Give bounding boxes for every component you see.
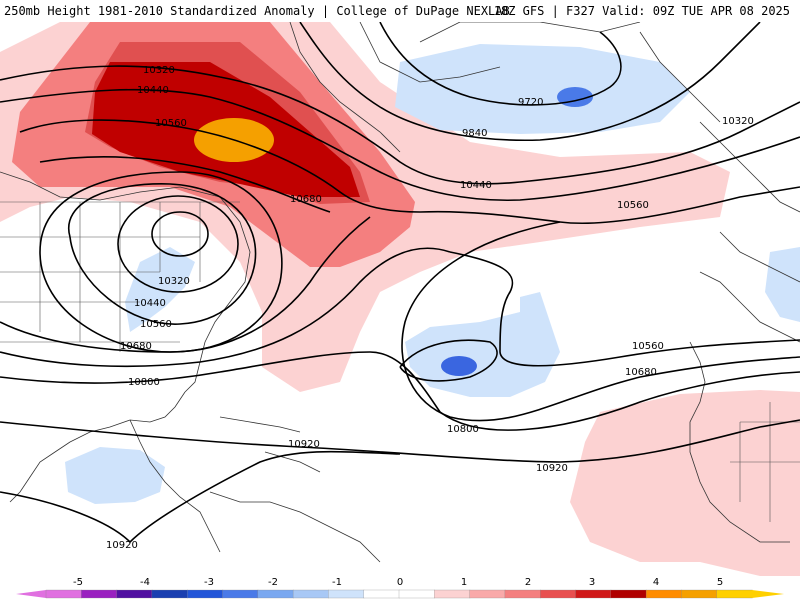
colorbar-tick-label: 3: [589, 577, 595, 588]
colorbar-tick-label: -3: [204, 577, 214, 588]
colorbar-swatch: [681, 589, 718, 599]
colorbar-swatch: [716, 589, 753, 599]
contour-label: 10680: [625, 367, 657, 378]
contour-label: 10800: [447, 424, 479, 435]
negative-anomaly-atlantic: [405, 292, 560, 397]
colorbar-swatch: [363, 589, 400, 599]
weather-map: 10320 10440 10560 10680 9720 9840 10440 …: [0, 22, 800, 576]
colorbar-right-arrow: [752, 590, 784, 598]
colorbar-tick-label: -5: [73, 577, 83, 588]
contour-label: 10680: [290, 194, 322, 205]
colorbar-tick-label: -4: [140, 577, 150, 588]
negative-anomaly-atlantic-core: [441, 356, 477, 376]
colorbar-swatches: [16, 589, 784, 599]
colorbar-swatch: [151, 589, 188, 599]
colorbar-ticks: -5 -4 -3 -2 -1 0 1 2 3 4 5: [73, 577, 723, 588]
colorbar-left-arrow: [16, 590, 46, 598]
colorbar-swatch: [187, 589, 224, 599]
contour-label: 10440: [460, 180, 492, 191]
height-contours: [0, 22, 800, 544]
contour-label: 9720: [518, 97, 543, 108]
colorbar-swatch: [540, 589, 577, 599]
contour-label: 10440: [134, 298, 166, 309]
colorbar-tick-label: 0: [397, 577, 403, 588]
colorbar-swatch: [575, 589, 612, 599]
colorbar-swatch: [222, 589, 259, 599]
colorbar-swatch: [292, 589, 330, 599]
contour-label: 10560: [155, 118, 187, 129]
political-borders: [0, 201, 800, 522]
colorbar-tick-label: 1: [461, 577, 467, 588]
contour-label: 10440: [137, 85, 169, 96]
colorbar-tick-label: 5: [717, 577, 723, 588]
colorbar-swatch: [116, 589, 153, 599]
map-title: 250mb Height 1981-2010 Standardized Anom…: [4, 4, 510, 18]
contour-label: 10560: [632, 341, 664, 352]
colorbar-tick-label: -2: [268, 577, 278, 588]
contour-label: 10920: [106, 540, 138, 551]
colorbar-swatch: [257, 589, 294, 599]
colorbar-swatch: [469, 589, 506, 599]
colorbar-swatch: [645, 589, 683, 599]
colorbar-swatch: [328, 589, 365, 599]
contour-label: 10920: [536, 463, 568, 474]
contour-label: 10680: [120, 341, 152, 352]
contour-label: 10320: [143, 65, 175, 76]
colorbar-swatch: [610, 589, 647, 599]
positive-anomaly-africa: [570, 390, 800, 576]
colorbar-swatch: [398, 589, 435, 599]
contour-label: 10560: [140, 319, 172, 330]
contour-label: 10560: [617, 200, 649, 211]
negative-anomaly-pacific: [65, 447, 165, 504]
contour-label: 9840: [462, 128, 487, 139]
colorbar-swatch: [434, 589, 471, 599]
contour-labels: 10320 10440 10560 10680 9720 9840 10440 …: [106, 65, 754, 551]
colorbar-swatch: [81, 589, 118, 599]
negative-anomaly-greenland: [395, 44, 690, 134]
contour-label: 10320: [158, 276, 190, 287]
coastlines: [0, 22, 800, 563]
map-header: 250mb Height 1981-2010 Standardized Anom…: [0, 0, 800, 22]
colorbar-tick-label: 4: [653, 577, 659, 588]
negative-anomaly-europe: [765, 247, 800, 322]
colorbar-swatch: [45, 589, 82, 599]
contour-label: 10800: [128, 377, 160, 388]
colorbar-tick-label: 2: [525, 577, 531, 588]
model-run-info: 18Z GFS | F327 Valid: 09Z TUE APR 08 202…: [493, 4, 790, 18]
contour-label: 10320: [722, 116, 754, 127]
contour-label: 10920: [288, 439, 320, 450]
anomaly-colorbar: -5 -4 -3 -2 -1 0 1 2 3 4 5: [16, 577, 784, 599]
colorbar-swatch: [504, 589, 541, 599]
colorbar-tick-label: -1: [332, 577, 342, 588]
